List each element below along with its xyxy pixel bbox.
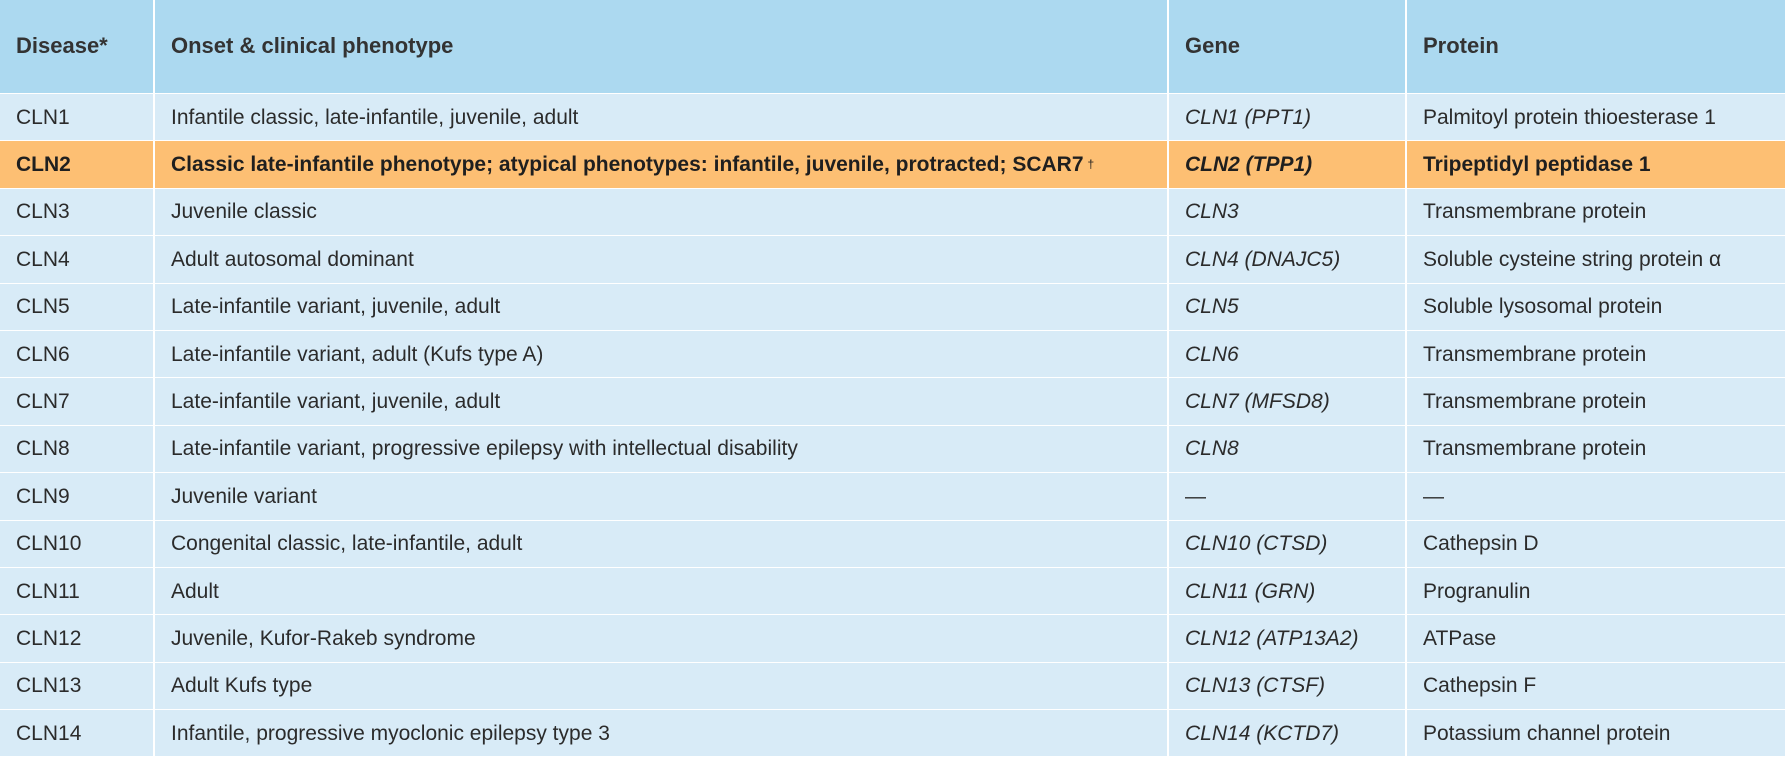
protein-cell: Transmembrane protein [1423,437,1647,461]
phenotype-cell: Juvenile variant [155,473,1169,520]
protein-cell: — [1423,484,1444,508]
protein-cell: Soluble cysteine string protein α [1423,247,1722,271]
phenotype-cell: Classic late-infantile phenotype; atypic… [155,141,1169,188]
gene-cell: CLN10 (CTSD) [1169,520,1407,567]
disease-cell: CLN1 [0,94,155,141]
protein-cell: Transmembrane protein [1423,389,1647,413]
disease-cell: CLN12 [0,615,155,662]
protein-cell: Cathepsin D [1423,532,1539,556]
phenotype-cell: Juvenile classic [155,188,1169,236]
phenotype-cell: Infantile classic, late-infantile, juven… [155,94,1169,141]
phenotype-cell: Juvenile, Kufor-Rakeb syndrome [155,615,1169,662]
protein-cell: Soluble lysosomal protein [1423,295,1663,319]
table-row: CLN10 Congenital classic, late-infantile… [0,519,1785,567]
footnote-dagger: † [1087,157,1095,172]
gene-cell: CLN12 (ATP13A2) [1169,615,1407,662]
table-row: CLN4 Adult autosomal dominant CLN4 (DNAJ… [0,235,1785,283]
disease-cell: CLN5 [0,283,155,330]
gene-cell: CLN1 (PPT1) [1169,94,1407,141]
table-row-highlighted: CLN2 Classic late-infantile phenotype; a… [0,140,1785,188]
protein-cell: Transmembrane protein [1423,342,1647,366]
table-row: CLN5 Late-infantile variant, juvenile, a… [0,282,1785,330]
table-header-row: Disease* Onset & clinical phenotype Gene… [0,0,1785,93]
gene-cell: CLN2 (TPP1) [1169,141,1407,188]
protein-cell: Transmembrane protein [1423,200,1647,224]
table-row: CLN13 Adult Kufs type CLN13 (CTSF) Cathe… [0,661,1785,710]
table-row: CLN12 Juvenile, Kufor-Rakeb syndrome CLN… [0,614,1785,662]
disease-cell: CLN6 [0,330,155,378]
protein-cell: Progranulin [1423,579,1531,603]
disease-cell: CLN11 [0,567,155,615]
gene-cell: CLN5 [1169,283,1407,330]
gene-cell: — [1169,473,1407,520]
protein-cell: Potassium channel protein [1423,721,1671,745]
phenotype-cell: Late-infantile variant, juvenile, adult [155,283,1169,330]
disease-cell: CLN4 [0,236,155,283]
disease-cell: CLN13 [0,662,155,710]
table-row: CLN3 Juvenile classic CLN3 Transmembrane… [0,187,1785,236]
header-gene: Gene [1169,0,1407,93]
phenotype-cell: Adult [155,567,1169,615]
disease-cell: CLN14 [0,710,155,757]
phenotype-cell: Late-infantile variant, progressive epil… [155,425,1169,473]
phenotype-cell: Late-infantile variant, juvenile, adult [155,378,1169,425]
table-row: CLN9 Juvenile variant — — [0,472,1785,520]
phenotype-text: Classic late-infantile phenotype; atypic… [171,152,1084,176]
protein-cell: Palmitoyl protein thioesterase 1 [1423,105,1716,129]
disease-cell: CLN3 [0,188,155,236]
gene-cell: CLN14 (KCTD7) [1169,710,1407,757]
gene-cell: CLN6 [1169,330,1407,378]
gene-cell: CLN13 (CTSF) [1169,662,1407,710]
table-row: CLN11 Adult CLN11 (GRN) Progranulin [0,566,1785,615]
disease-cell: CLN7 [0,378,155,425]
phenotype-cell: Congenital classic, late-infantile, adul… [155,520,1169,567]
table-row: CLN1 Infantile classic, late-infantile, … [0,93,1785,141]
table-row: CLN7 Late-infantile variant, juvenile, a… [0,377,1785,425]
phenotype-cell: Adult Kufs type [155,662,1169,710]
table-row: CLN14 Infantile, progressive myoclonic e… [0,709,1785,757]
header-phenotype: Onset & clinical phenotype [155,0,1169,93]
table-row: CLN6 Late-infantile variant, adult (Kufs… [0,329,1785,378]
disease-cell: CLN9 [0,473,155,520]
gene-cell: CLN4 (DNAJC5) [1169,236,1407,283]
table-row: CLN8 Late-infantile variant, progressive… [0,424,1785,473]
protein-cell: Tripeptidyl peptidase 1 [1423,152,1651,176]
gene-cell: CLN11 (GRN) [1169,567,1407,615]
gene-cell: CLN7 (MFSD8) [1169,378,1407,425]
gene-cell: CLN3 [1169,188,1407,236]
header-disease: Disease* [0,0,155,93]
disease-cell: CLN2 [0,141,155,188]
phenotype-cell: Infantile, progressive myoclonic epileps… [155,710,1169,757]
header-protein: Protein [1423,33,1499,59]
protein-cell: Cathepsin F [1423,674,1537,698]
phenotype-cell: Adult autosomal dominant [155,236,1169,283]
disease-cell: CLN8 [0,425,155,473]
gene-cell: CLN8 [1169,425,1407,473]
disease-cell: CLN10 [0,520,155,567]
phenotype-cell: Late-infantile variant, adult (Kufs type… [155,330,1169,378]
protein-cell: ATPase [1423,626,1497,650]
